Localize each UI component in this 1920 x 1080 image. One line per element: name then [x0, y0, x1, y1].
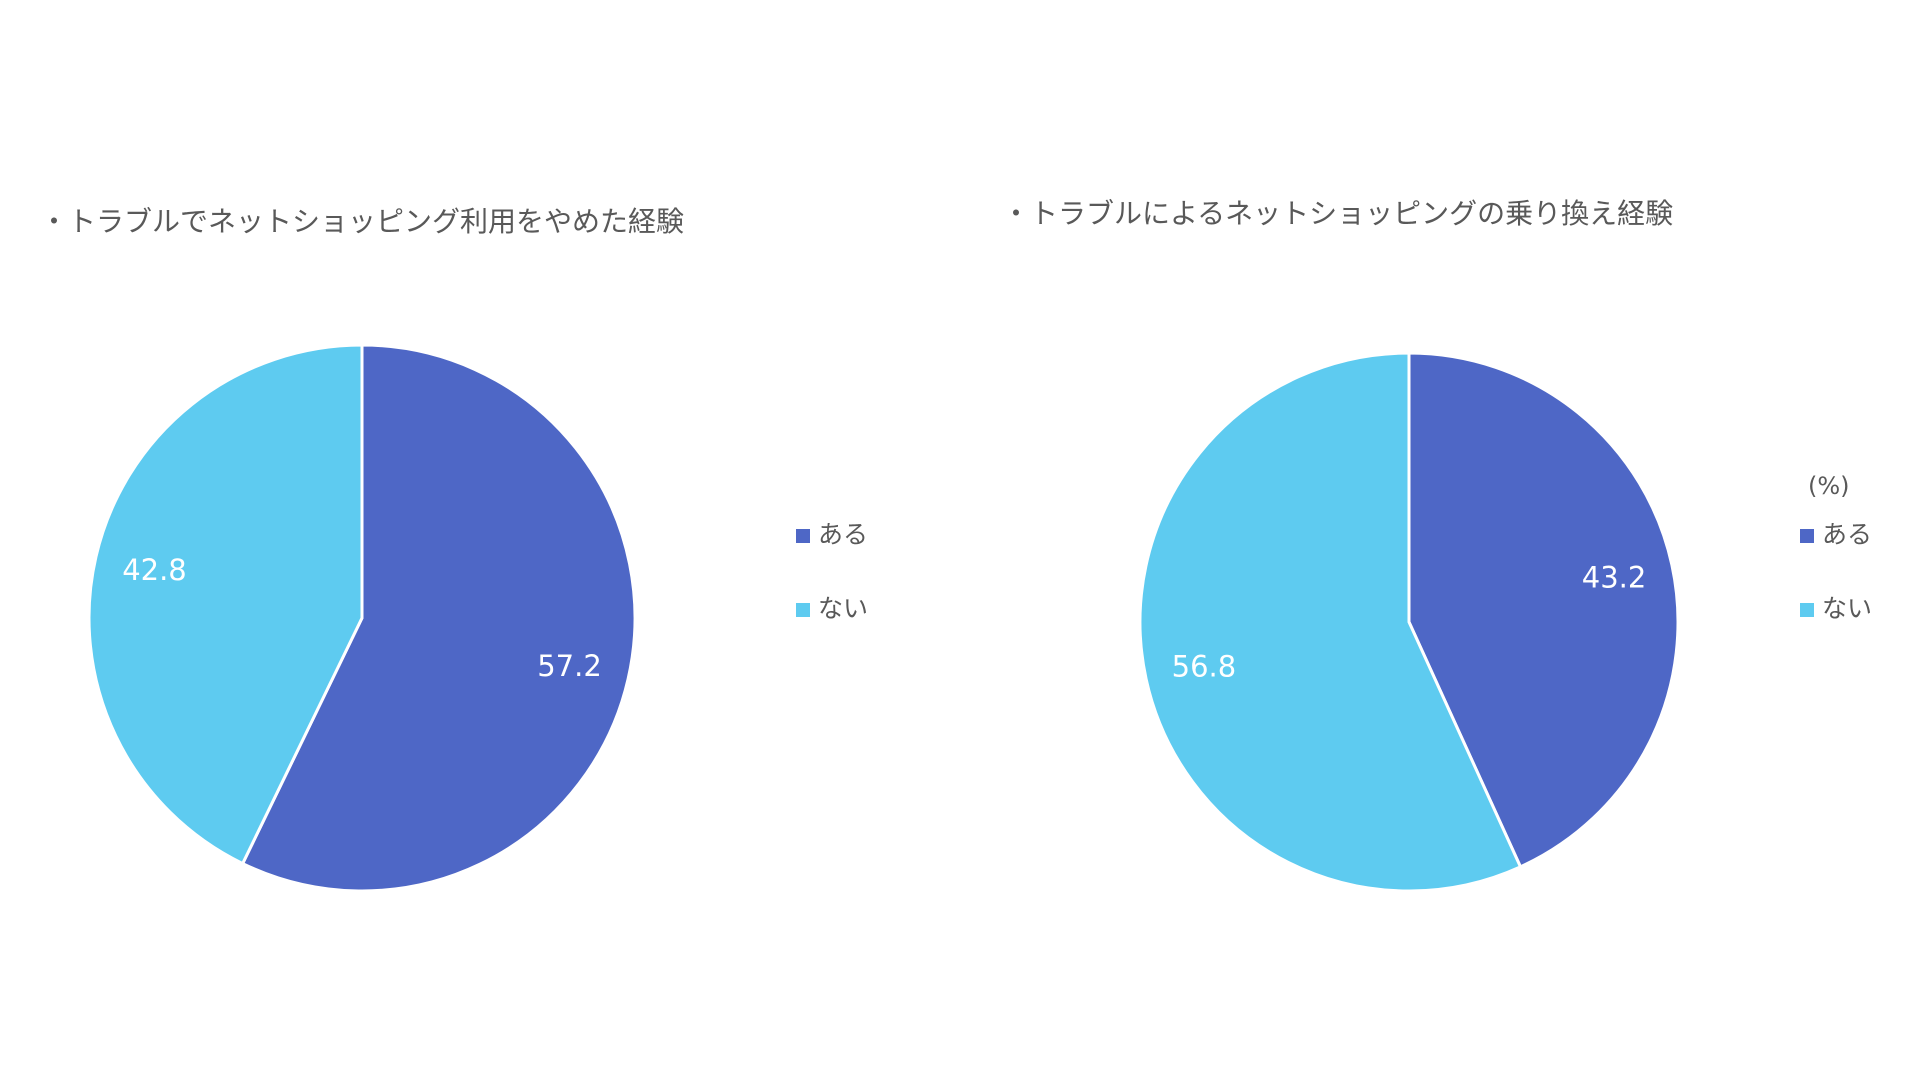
pie-2-slice-0: [1407, 351, 1680, 869]
chart-1-title: ・トラブルでネットショッピング利用をやめた経験: [40, 205, 685, 238]
pie-2-slice-1: [1138, 351, 1523, 893]
pie-1-data-label-0: 57.2: [537, 649, 602, 683]
legend-label: ない: [818, 594, 869, 623]
legend-swatch: [1800, 529, 1814, 543]
legend-item-aru: ある: [1800, 518, 1873, 549]
legend-item-aru: ある: [796, 518, 869, 549]
legend-swatch: [796, 603, 810, 617]
legend-item-nai: ない: [796, 592, 869, 623]
legend-label: ある: [818, 520, 869, 549]
legend-label: ない: [1822, 594, 1873, 623]
unit-label: (%): [1808, 472, 1850, 500]
legend-swatch: [1800, 603, 1814, 617]
legend-swatch: [796, 529, 810, 543]
pie-1-slice-0: [240, 343, 637, 893]
chart-2-title: ・トラブルによるネットショッピングの乗り換え経験: [1002, 197, 1674, 230]
pie-2-data-label-1: 56.8: [1172, 649, 1237, 683]
legend-label: ある: [1822, 520, 1873, 549]
legend-item-nai: ない: [1800, 592, 1873, 623]
chart-2-legend: (%) ある ない: [1800, 472, 1872, 666]
pie-1-slice-1: [87, 343, 364, 866]
pie-1-data-label-1: 42.8: [122, 553, 187, 587]
pie-2-data-label-0: 43.2: [1582, 561, 1647, 595]
chart-1-legend: ある ない: [796, 518, 868, 666]
